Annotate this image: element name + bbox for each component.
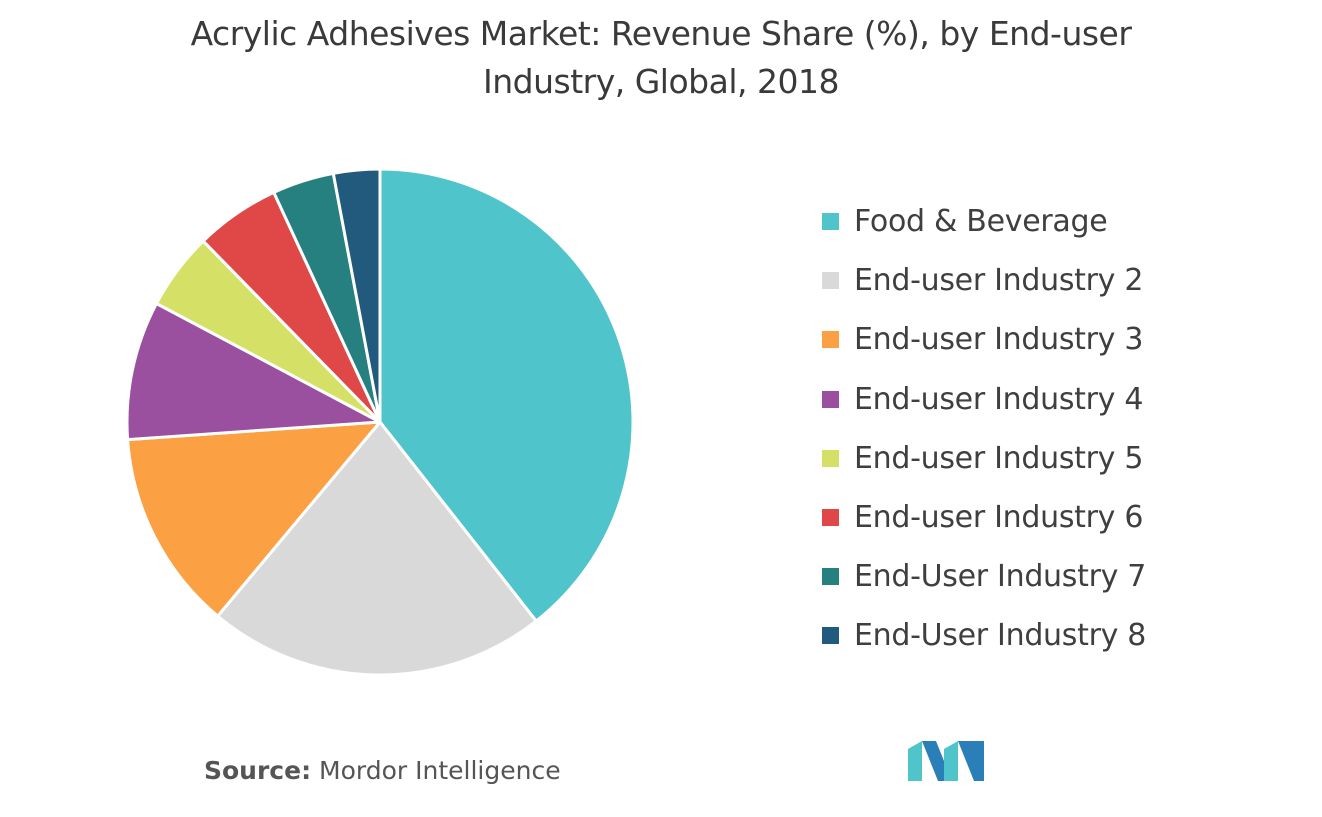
legend-label: End-user Industry 2: [854, 263, 1144, 299]
legend-swatch: [822, 509, 839, 527]
legend-swatch: [822, 272, 839, 290]
chart-title: Acrylic Adhesives Market: Revenue Share …: [0, 10, 1322, 106]
legend-label: Food & Beverage: [854, 204, 1108, 240]
legend-item: End-user Industry 4: [822, 370, 1282, 429]
legend-item: End-User Industry 8: [822, 606, 1282, 665]
legend-swatch: [822, 449, 839, 467]
legend-item: End-user Industry 3: [822, 310, 1282, 369]
legend-label: End-User Industry 8: [854, 618, 1147, 654]
legend-swatch: [822, 331, 839, 349]
legend-swatch: [822, 213, 839, 231]
legend-swatch: [822, 568, 839, 586]
pie-slice: [125, 301, 382, 442]
chart-title-line-2: Industry, Global, 2018: [483, 62, 839, 101]
legend-item: End-User Industry 7: [822, 547, 1282, 606]
legend-label: End-user Industry 3: [854, 322, 1144, 358]
legend-swatch: [822, 390, 839, 408]
pie-slice: [216, 420, 538, 677]
legend-item: End-user Industry 6: [822, 488, 1282, 547]
legend-label: End-user Industry 6: [854, 500, 1144, 536]
legend-item: End-user Industry 5: [822, 429, 1282, 488]
mordor-intelligence-logo-icon: [908, 741, 984, 781]
source-label: Source:: [204, 756, 312, 785]
legend-label: End-user Industry 4: [854, 381, 1144, 417]
pie-chart: [125, 167, 635, 677]
legend-label: End-user Industry 5: [854, 440, 1144, 476]
legend-item: End-user Industry 2: [822, 251, 1282, 310]
pie-slices: [125, 167, 635, 677]
pie-slice: [331, 167, 382, 424]
pie-slice: [126, 420, 382, 618]
pie-slice: [378, 167, 635, 623]
chart-title-line-1: Acrylic Adhesives Market: Revenue Share …: [190, 14, 1132, 53]
source-note: Source: Mordor Intelligence: [204, 756, 561, 785]
legend-swatch: [822, 627, 839, 645]
source-text: Mordor Intelligence: [319, 756, 561, 785]
chart-legend: Food & Beverage End-user Industry 2 End-…: [822, 192, 1282, 666]
legend-label: End-User Industry 7: [854, 559, 1147, 595]
legend-item: Food & Beverage: [822, 192, 1282, 251]
